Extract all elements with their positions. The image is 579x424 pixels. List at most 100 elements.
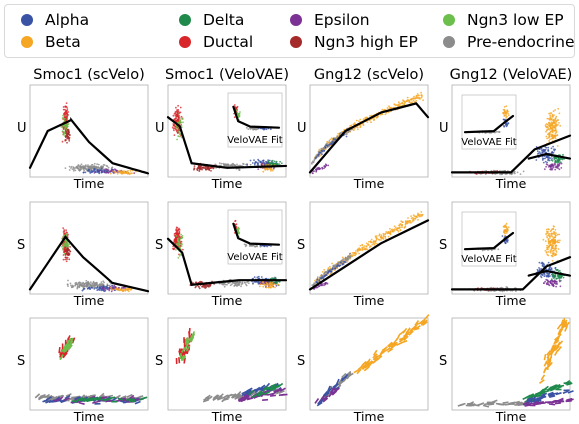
data-point (414, 98, 416, 100)
data-point (276, 161, 278, 163)
data-point (549, 269, 551, 271)
data-point (373, 119, 375, 121)
data-point (262, 286, 264, 288)
data-point (87, 283, 89, 285)
data-point (119, 290, 121, 292)
data-point (555, 241, 557, 243)
data-point (239, 165, 241, 167)
data-point (236, 164, 238, 166)
data-point (551, 236, 553, 238)
data-point (62, 249, 64, 251)
data-point (94, 163, 96, 165)
data-point (553, 119, 555, 121)
data-point (177, 130, 179, 132)
data-point (66, 102, 68, 104)
data-point (179, 117, 181, 119)
data-point (378, 235, 380, 237)
data-point (63, 118, 65, 120)
data-point (502, 112, 504, 114)
data-point (557, 240, 559, 242)
data-point (548, 247, 550, 249)
data-point (69, 169, 71, 171)
data-point (548, 234, 550, 236)
data-point (111, 289, 113, 291)
data-point (66, 112, 68, 114)
data-point (548, 124, 550, 126)
data-point (547, 228, 549, 230)
data-point (67, 109, 69, 111)
data-point (83, 172, 85, 174)
data-point (320, 148, 322, 150)
data-point (178, 113, 180, 115)
data-point (557, 164, 559, 166)
data-point (64, 127, 66, 129)
data-point (556, 269, 558, 271)
data-point (182, 237, 184, 239)
data-point (176, 235, 178, 237)
data-point (107, 285, 109, 287)
data-point (338, 265, 340, 267)
data-point (412, 221, 414, 223)
data-point (63, 116, 65, 118)
data-point (546, 283, 548, 285)
data-point (313, 282, 315, 284)
data-point (324, 166, 326, 168)
data-point (63, 230, 65, 232)
data-point (65, 167, 67, 169)
data-point (88, 167, 90, 169)
data-point (395, 227, 397, 229)
data-point (544, 275, 546, 277)
data-point (369, 115, 371, 117)
data-point (63, 246, 65, 248)
data-point (104, 172, 106, 174)
data-point (547, 118, 549, 120)
data-point (550, 230, 552, 232)
data-point (413, 214, 415, 216)
data-point (237, 284, 239, 286)
data-point (503, 125, 505, 127)
data-point (325, 147, 327, 149)
data-point (236, 226, 238, 228)
data-point (548, 281, 550, 283)
data-point (544, 168, 546, 170)
data-point (561, 276, 563, 278)
data-point (68, 258, 70, 260)
data-point (331, 269, 333, 271)
data-point (98, 173, 100, 175)
data-point (551, 233, 553, 235)
data-point (550, 121, 552, 123)
data-point (550, 127, 552, 129)
data-point (69, 250, 71, 252)
data-point (505, 111, 507, 113)
data-point (542, 265, 544, 267)
data-point (552, 146, 554, 148)
data-point (548, 140, 550, 142)
data-point (68, 243, 70, 245)
data-point (420, 211, 422, 213)
data-point (553, 232, 555, 234)
data-point (552, 253, 554, 255)
data-point (407, 217, 409, 219)
data-point (385, 114, 387, 116)
data-point (68, 138, 70, 140)
data-point (421, 97, 423, 99)
data-point (92, 164, 94, 166)
data-point (334, 267, 336, 269)
data-point (64, 133, 66, 135)
data-point (204, 287, 206, 289)
data-point (319, 168, 321, 170)
data-point (390, 232, 392, 234)
data-point (546, 162, 548, 164)
data-point (408, 222, 410, 224)
data-point (551, 138, 553, 140)
data-point (538, 267, 540, 269)
data-point (260, 283, 262, 285)
data-point (317, 276, 319, 278)
data-point (234, 104, 236, 106)
data-point (333, 138, 335, 140)
data-point (551, 116, 553, 118)
data-point (173, 129, 175, 131)
data-point (323, 276, 325, 278)
data-point (555, 124, 557, 126)
